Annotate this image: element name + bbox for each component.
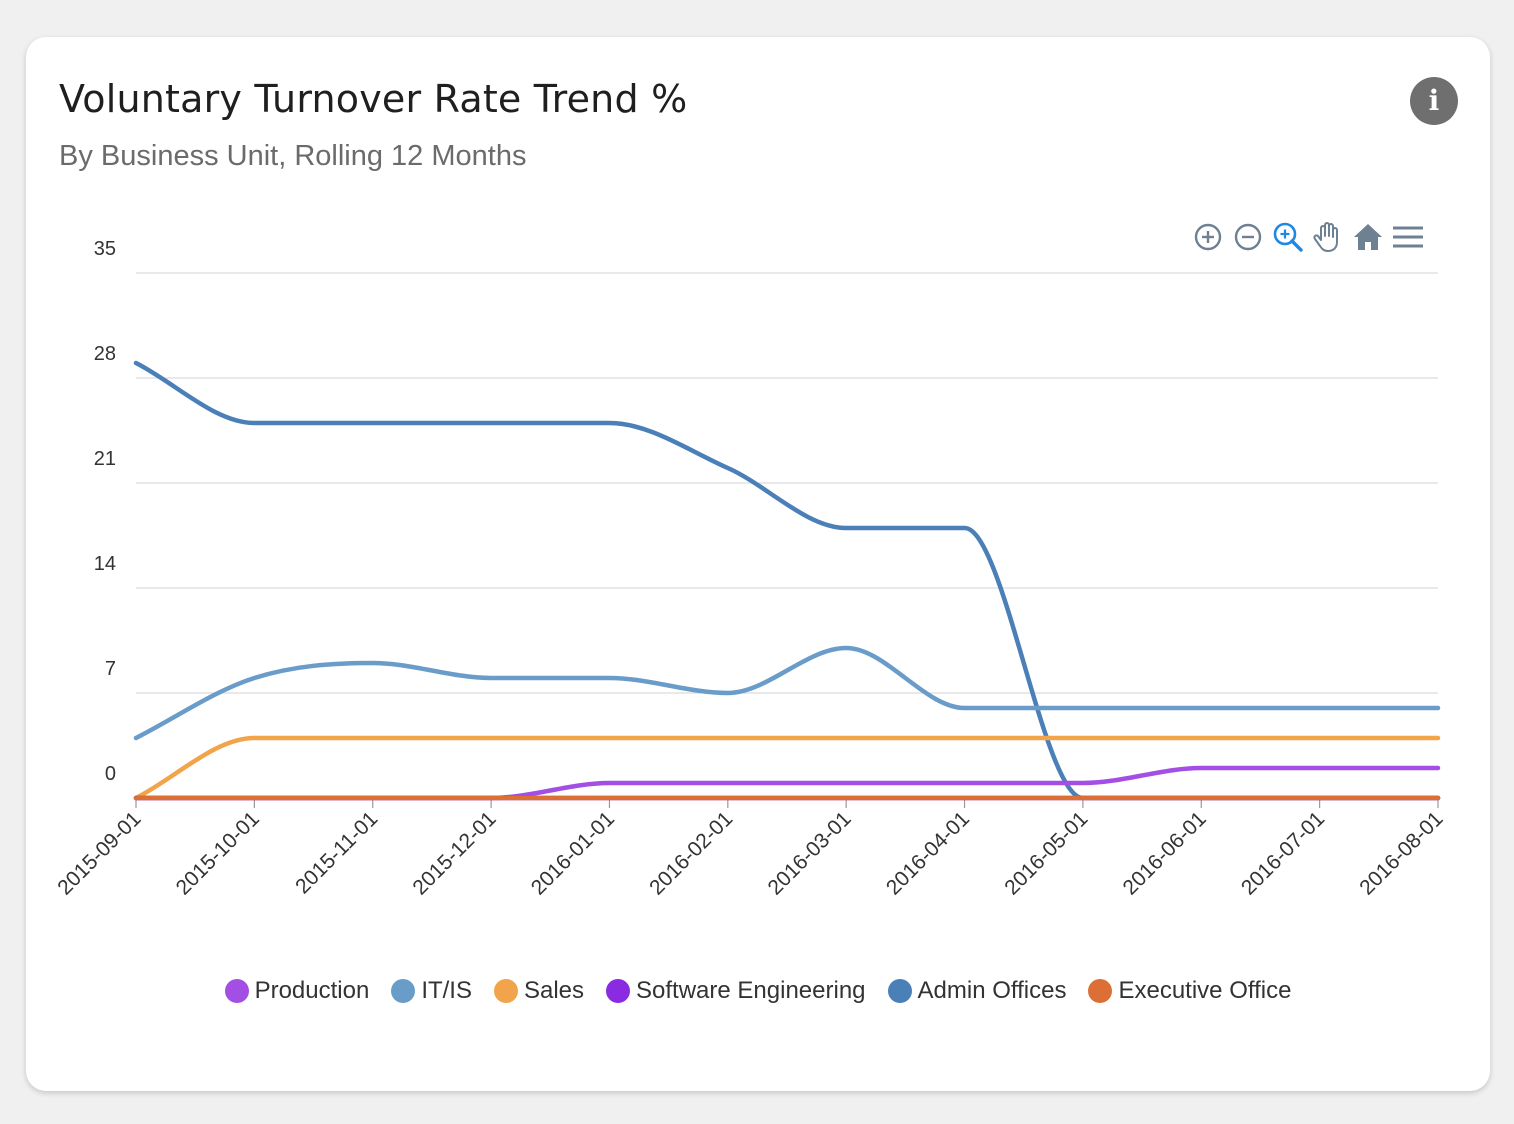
legend-label: IT/IS: [421, 977, 472, 1004]
legend-label: Production: [254, 977, 370, 1004]
x-tick-label: 2016-04-01: [882, 807, 974, 899]
line-chart: 0 7 14 21 28 35 2015-09-01 2015-10-01 2015-11-0…: [53, 238, 1448, 899]
reset-home-icon: [1354, 224, 1382, 250]
y-tick-label: 0: [105, 763, 116, 785]
zoom-out-icon: [1234, 223, 1262, 251]
legend-item[interactable]: Sales: [493, 977, 585, 1005]
legend-item[interactable]: Admin Offices: [887, 977, 1067, 1005]
x-tick-label: 2015-12-01: [408, 807, 500, 899]
legend-marker: [493, 979, 518, 1003]
legend-item[interactable]: Executive Office: [1088, 977, 1291, 1005]
chart-toolbar: [1188, 217, 1428, 257]
x-tick-label: 2016-01-01: [527, 807, 619, 899]
series-line-it-is[interactable]: [133, 645, 1441, 741]
y-tick-label: 28: [94, 343, 116, 365]
pan-button[interactable]: [1308, 217, 1348, 257]
series-lines: [133, 360, 1441, 801]
chart-menu-button[interactable]: [1388, 217, 1428, 257]
x-tick-label: 2016-06-01: [1119, 807, 1211, 899]
x-tick-label: 2016-07-01: [1237, 807, 1329, 899]
y-tick-label: 7: [105, 658, 116, 680]
legend-marker: [1088, 979, 1113, 1003]
pan-icon: [1313, 222, 1338, 252]
selection-zoom-icon: [1273, 222, 1303, 252]
legend-item[interactable]: IT/IS: [391, 977, 472, 1005]
x-tick-label: 2015-11-01: [291, 807, 382, 898]
series-line-sales[interactable]: [133, 735, 1441, 801]
x-tick-label: 2016-05-01: [1000, 807, 1092, 899]
y-tick-label: 35: [94, 238, 116, 260]
legend-item[interactable]: Software Engineering: [606, 977, 866, 1005]
y-tick-label: 14: [94, 553, 116, 575]
legend-label: Admin Offices: [917, 977, 1067, 1004]
x-tick-label: 2016-03-01: [763, 807, 855, 899]
info-button[interactable]: i: [1410, 77, 1458, 125]
y-tick-label: 21: [94, 448, 116, 470]
reset-zoom-button[interactable]: [1348, 217, 1388, 257]
x-tick-label: 2015-10-01: [172, 807, 264, 899]
legend-item[interactable]: Production: [224, 977, 370, 1005]
series-line-admin-offices[interactable]: [133, 360, 1441, 801]
menu-icon: [1393, 226, 1423, 248]
y-axis-ticks: 0 7 14 21 28 35: [94, 238, 116, 785]
chart-card: Voluntary Turnover Rate Trend % By Busin…: [26, 37, 1490, 1091]
chart-legend: Production IT/IS Sales Software Engineering…: [26, 977, 1490, 1005]
legend-label: Sales: [523, 977, 585, 1004]
legend-label: Software Engineering: [636, 977, 866, 1004]
legend-label: Executive Office: [1118, 977, 1292, 1004]
x-tick-label: 2015-09-01: [53, 807, 145, 899]
zoom-in-icon: [1194, 223, 1222, 251]
series-line-production[interactable]: [133, 765, 1441, 801]
chart-title: Voluntary Turnover Rate Trend %: [59, 77, 688, 121]
x-axis: 2015-09-01 2015-10-01 2015-11-01 2015-12-01…: [53, 797, 1448, 899]
legend-marker: [887, 979, 912, 1003]
chart-subtitle: By Business Unit, Rolling 12 Months: [59, 140, 527, 172]
grid-lines: [136, 272, 1438, 694]
x-tick-label: 2016-08-01: [1355, 807, 1447, 899]
legend-marker: [224, 979, 249, 1003]
legend-marker: [391, 979, 416, 1003]
zoom-in-button[interactable]: [1188, 217, 1228, 257]
x-tick-label: 2016-02-01: [645, 807, 737, 899]
zoom-out-button[interactable]: [1228, 217, 1268, 257]
selection-zoom-button[interactable]: [1268, 217, 1308, 257]
legend-marker: [606, 979, 631, 1003]
